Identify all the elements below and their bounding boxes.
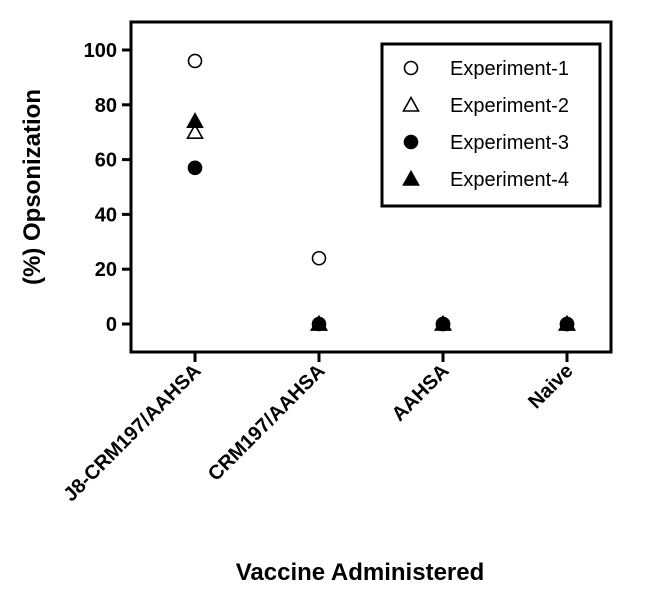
x-tick-label: J8-CRM197/AAHSA	[60, 360, 206, 506]
y-tick-label: 20	[95, 259, 117, 281]
data-point-experiment-1	[187, 53, 203, 69]
x-axis-title: Vaccine Administered	[236, 559, 485, 586]
legend-box	[380, 42, 602, 208]
legend-marker-experiment-1	[403, 60, 419, 76]
y-axis-title: (%) Opsonization	[19, 89, 46, 285]
y-tick-label: 40	[95, 204, 117, 226]
legend-marker-experiment-2	[402, 95, 420, 112]
plot-border	[129, 20, 613, 354]
data-point-experiment-1	[311, 250, 327, 266]
legend-label: Experiment-4	[450, 169, 569, 191]
legend-marker-experiment-4	[402, 169, 420, 186]
legend: Experiment-1 Experiment-2 Experiment-3 Expe…	[380, 42, 602, 208]
y-tick-label: 0	[106, 314, 117, 336]
y-tick-label: 100	[84, 40, 117, 62]
x-tick-label: CRM197/AAHSA	[204, 360, 330, 486]
y-tick-label: 60	[95, 150, 117, 172]
data-points	[186, 53, 576, 332]
x-tick-label: AAHSA	[388, 360, 454, 426]
legend-label: Experiment-2	[450, 95, 569, 117]
data-point-experiment-3	[187, 160, 203, 176]
data-point-experiment-4	[186, 112, 204, 129]
data-point-experiment-3	[559, 316, 575, 332]
legend-label: Experiment-1	[450, 58, 569, 80]
x-tick-label: Naive	[524, 360, 577, 413]
legend-label: Experiment-3	[450, 132, 569, 154]
y-tick-label: 80	[95, 95, 117, 117]
y-axis: 0 20 40 60 80 100	[84, 40, 131, 336]
legend-marker-experiment-3	[403, 134, 419, 150]
data-point-experiment-2	[186, 123, 204, 139]
data-point-experiment-3	[311, 316, 327, 332]
data-point-experiment-3	[435, 316, 451, 332]
plot-area	[129, 20, 613, 354]
